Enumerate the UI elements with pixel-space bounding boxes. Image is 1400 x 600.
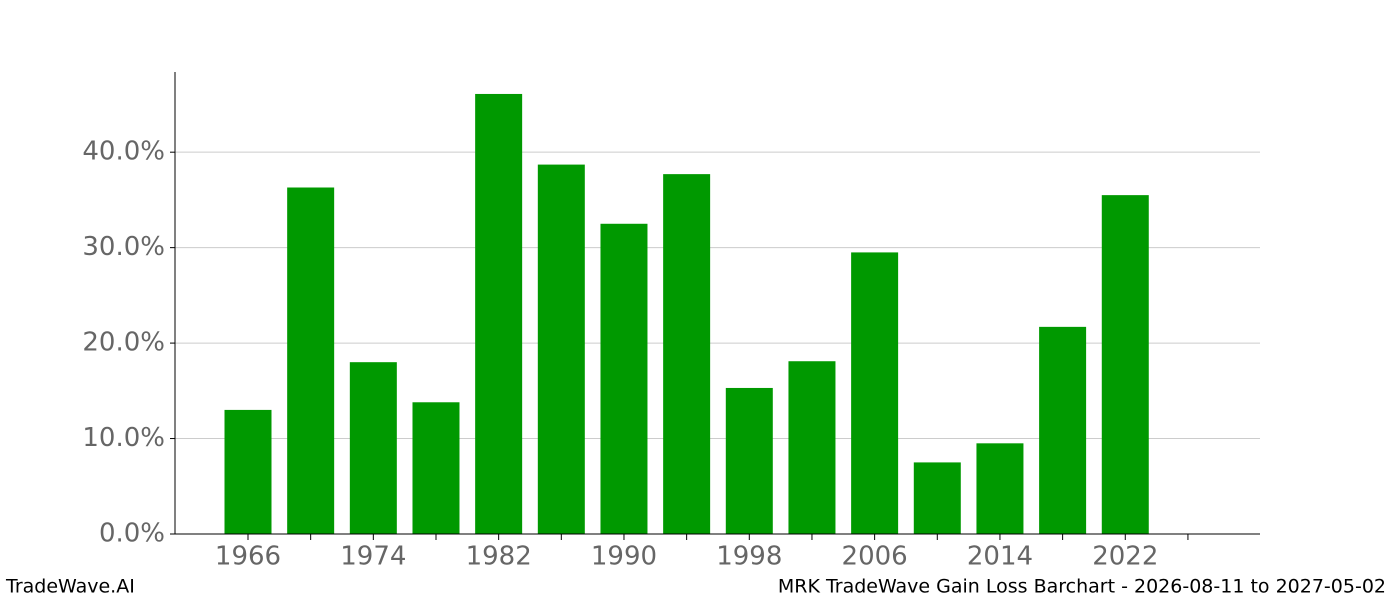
footer-right: MRK TradeWave Gain Loss Barchart - 2026-…	[778, 576, 1386, 598]
bar	[1101, 195, 1149, 535]
x-tick-label: 1982	[466, 542, 532, 572]
x-tick-label: 2014	[967, 542, 1033, 572]
bar	[1039, 326, 1087, 534]
bar	[976, 443, 1024, 534]
bar	[412, 402, 460, 534]
x-tick-label: 1966	[215, 542, 281, 572]
x-tick-label: 1974	[340, 542, 406, 572]
y-tick-label: 40.0%	[82, 137, 165, 167]
x-tick-label: 2006	[842, 542, 908, 572]
y-tick-label: 0.0%	[99, 519, 165, 549]
y-tick-label: 20.0%	[82, 328, 165, 358]
bar	[349, 362, 397, 534]
x-tick-label: 1990	[591, 542, 657, 572]
bar	[537, 164, 585, 534]
bar	[475, 93, 523, 535]
bar	[663, 174, 711, 535]
x-tick-label: 1998	[716, 542, 782, 572]
bar	[788, 361, 836, 534]
x-tick-label: 2022	[1092, 542, 1158, 572]
footer-left: TradeWave.AI	[5, 576, 135, 598]
bar	[600, 223, 648, 535]
bar	[851, 252, 899, 534]
bar	[913, 462, 961, 534]
bar	[725, 387, 773, 534]
bar	[224, 409, 272, 534]
y-tick-label: 10.0%	[82, 423, 165, 453]
y-tick-label: 30.0%	[82, 232, 165, 262]
bar	[287, 187, 335, 534]
